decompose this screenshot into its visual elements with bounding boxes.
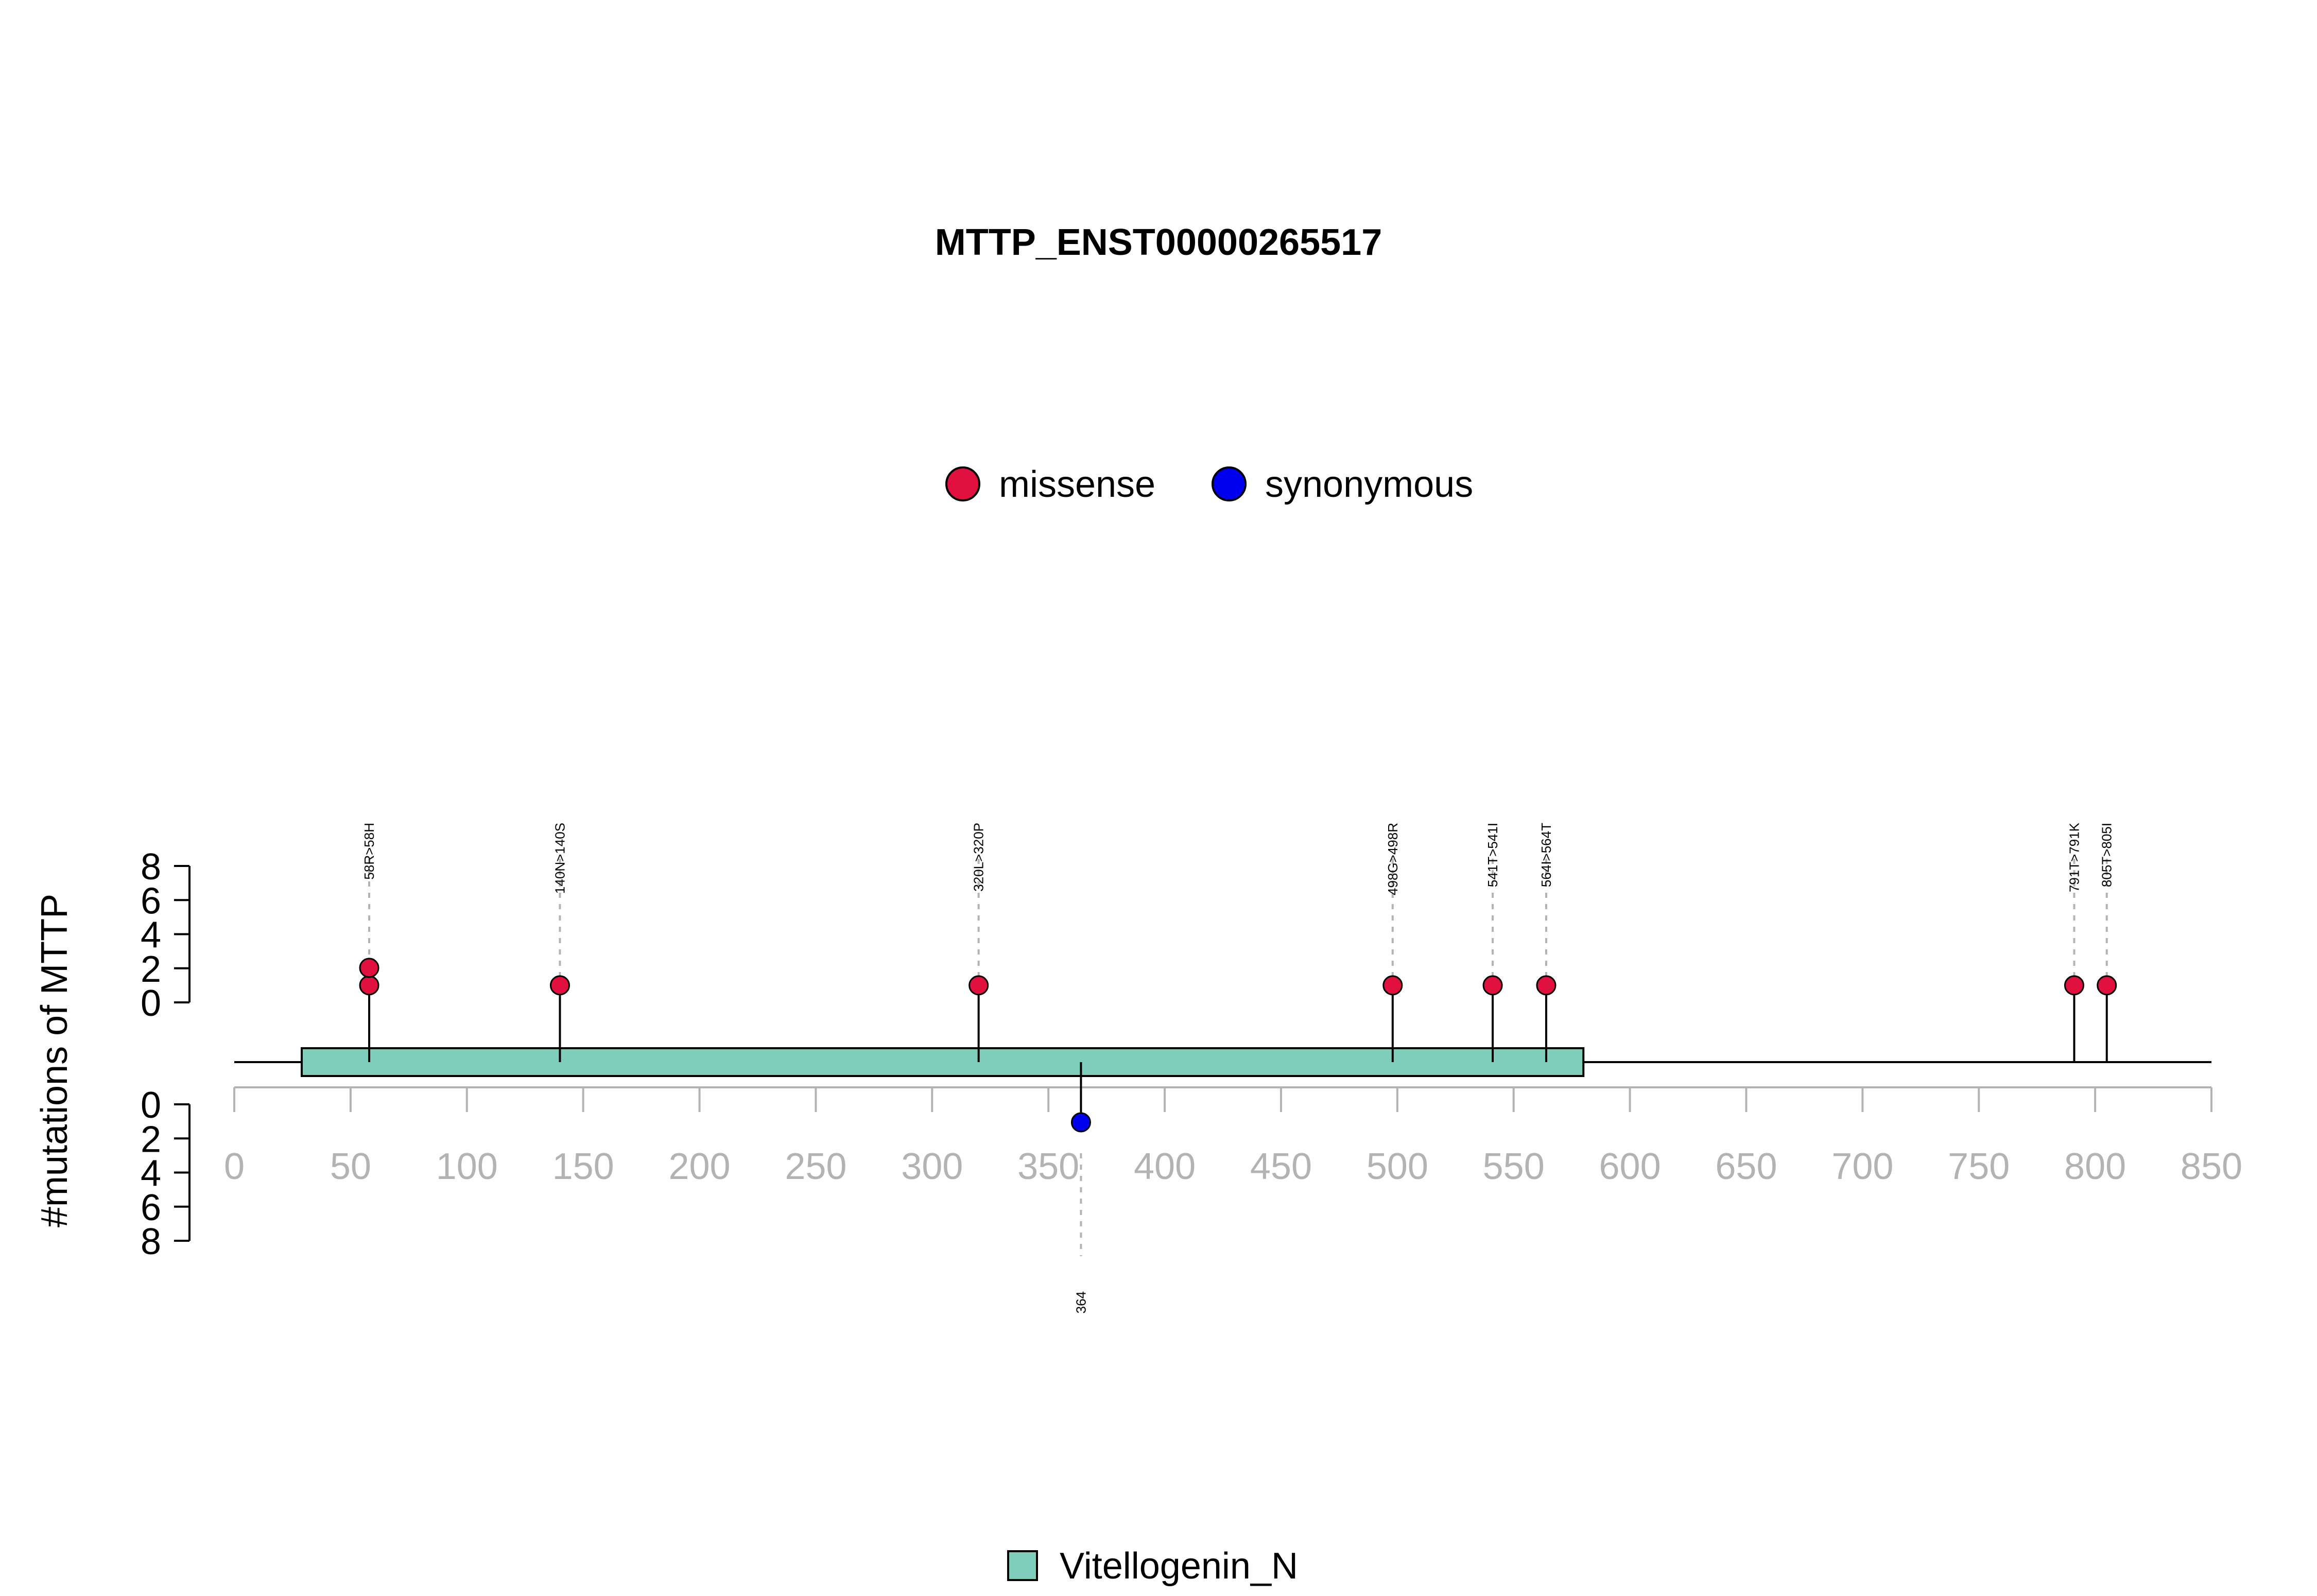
x-axis-tick-label: 400 bbox=[1134, 1146, 1196, 1187]
mutations-above: 58R>58H 140N>140S 320L>320P 498G>498R 541T>5… bbox=[359, 822, 2117, 1062]
mutation-head bbox=[1382, 975, 1403, 996]
domain-Vitellogenin_N bbox=[301, 1047, 1585, 1077]
x-axis-tick-label: 200 bbox=[668, 1146, 730, 1187]
domain-legend: Vitellogenin_N bbox=[1007, 1546, 1298, 1587]
mutation-head bbox=[2064, 975, 2084, 996]
y-axis-top-tick-label: 8 bbox=[141, 846, 161, 888]
x-axis: 0 50 100 150 200 250 300 350 400 450 500 550 600 650 7… bbox=[224, 1086, 2242, 1187]
legend-marker-missense bbox=[945, 466, 980, 501]
x-axis-tick-label: 700 bbox=[1831, 1146, 1893, 1187]
x-axis-tick-label: 250 bbox=[785, 1146, 846, 1187]
mutation-label: 320L>320P bbox=[971, 823, 987, 892]
x-axis-tick-label: 100 bbox=[436, 1146, 498, 1187]
y-axis-top-tick-label: 6 bbox=[141, 880, 161, 922]
y-axis-top-tick-label: 0 bbox=[141, 983, 161, 1024]
mutation-head bbox=[969, 975, 989, 996]
y-axis-bottom-tick-label: 0 bbox=[141, 1085, 161, 1126]
mutation-label: 140N>140S bbox=[552, 823, 567, 894]
x-axis-tick-label: 600 bbox=[1599, 1146, 1661, 1187]
x-axis-tick-label: 850 bbox=[2181, 1146, 2242, 1187]
y-axis-label: #mutations of MTTP bbox=[34, 894, 75, 1227]
mutation-label: 791T>791K bbox=[2066, 822, 2082, 892]
mutation-head bbox=[2097, 975, 2117, 996]
mutation-type-legend: missense synonymous bbox=[945, 464, 1473, 505]
x-axis-tick-label: 350 bbox=[1017, 1146, 1079, 1187]
x-axis-tick-label: 750 bbox=[1948, 1146, 2010, 1187]
domain-layer bbox=[301, 1047, 1585, 1077]
mutation-label: 498G>498R bbox=[1385, 823, 1400, 895]
mutation-label: 805T>805I bbox=[2099, 823, 2115, 887]
mutation-head bbox=[1070, 1112, 1091, 1133]
domain-legend-swatch bbox=[1007, 1550, 1038, 1581]
x-axis-tick-label: 800 bbox=[2064, 1146, 2126, 1187]
mutation-head bbox=[1482, 975, 1503, 996]
mutations-below: 364 bbox=[1070, 1062, 1091, 1313]
chart-title: MTTP_ENST00000265517 bbox=[935, 222, 1382, 263]
legend-marker-synonymous bbox=[1212, 466, 1247, 501]
y-axis-top-tick-label: 2 bbox=[141, 949, 161, 990]
x-axis-tick-label: 0 bbox=[224, 1146, 245, 1187]
legend-label-missense: missense bbox=[999, 464, 1155, 505]
x-axis-tick-label: 50 bbox=[330, 1146, 371, 1187]
y-axis-bottom-tick-label: 2 bbox=[141, 1119, 161, 1160]
x-axis-tick-label: 300 bbox=[901, 1146, 963, 1187]
mutation-label: 58R>58H bbox=[361, 823, 377, 880]
mutation-label: 364 bbox=[1073, 1291, 1088, 1313]
x-axis-tick-label: 450 bbox=[1250, 1146, 1312, 1187]
y-axis-bottom-tick-label: 4 bbox=[141, 1153, 161, 1194]
y-axis-bottom-tick-label: 6 bbox=[141, 1187, 161, 1228]
mutation-label: 541T>541I bbox=[1485, 823, 1500, 887]
mutation-head bbox=[1536, 975, 1557, 996]
mutation-label: 564I>564T bbox=[1538, 823, 1554, 887]
y-axis-bottom-tick-label: 8 bbox=[141, 1221, 161, 1262]
x-axis-tick-label: 550 bbox=[1483, 1146, 1545, 1187]
mutation-head bbox=[359, 958, 379, 978]
domain-legend-label: Vitellogenin_N bbox=[1060, 1546, 1298, 1587]
mutation-head bbox=[549, 975, 570, 996]
legend-label-synonymous: synonymous bbox=[1265, 464, 1473, 505]
y-axis-top-tick-label: 4 bbox=[141, 915, 161, 956]
x-axis-tick-label: 650 bbox=[1715, 1146, 1777, 1187]
x-axis-tick-label: 500 bbox=[1367, 1146, 1428, 1187]
mutation-head bbox=[359, 975, 379, 996]
x-axis-tick-label: 150 bbox=[552, 1146, 614, 1187]
